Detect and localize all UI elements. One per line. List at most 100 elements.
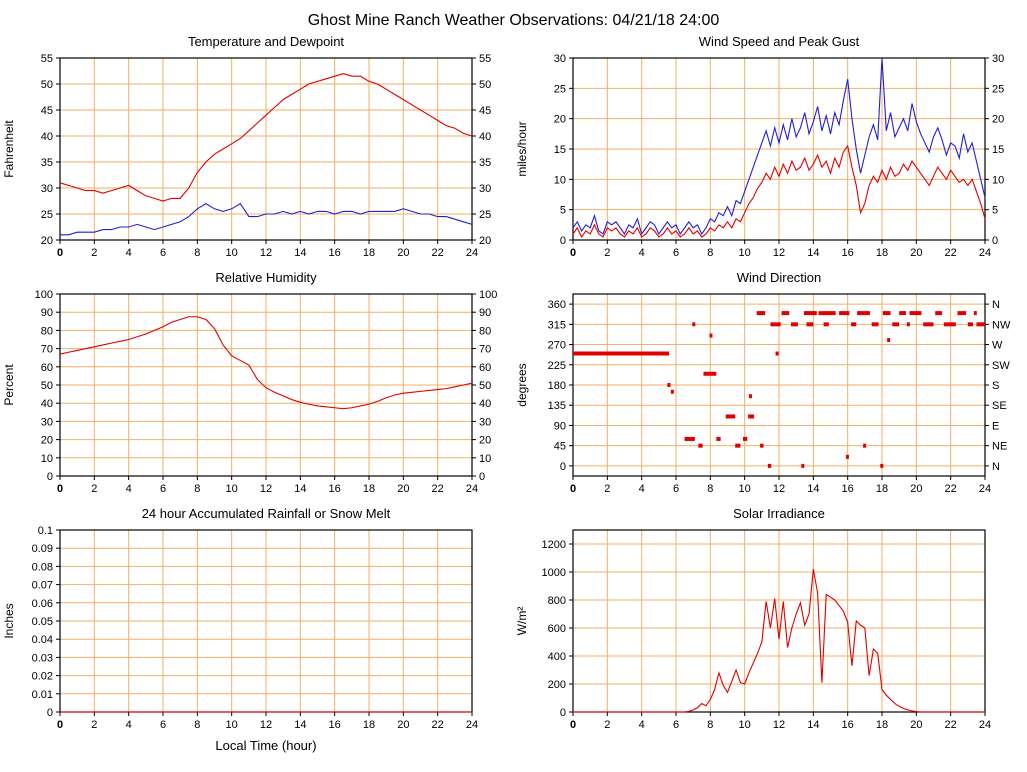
y-tick-label: 40 bbox=[41, 398, 53, 410]
x-tick-labels: 0 2 4 6 8 10 12 14 16 18 20 22 24 bbox=[570, 483, 991, 495]
chart-wind-direction: 0 2 4 6 8 10 12 14 16 18 20 22 24 0 45 90 135 180 225 270 31… bbox=[513, 268, 1026, 502]
plot-border bbox=[572, 529, 986, 713]
y-tick-label: 30 bbox=[41, 183, 53, 195]
x-tick-label: 20 bbox=[397, 247, 409, 259]
x-tick-label: 0 bbox=[57, 247, 63, 259]
right-tick-label: NE bbox=[992, 441, 1007, 453]
y-tick-label: 0.09 bbox=[32, 543, 53, 555]
right-tick-label: 50 bbox=[479, 380, 491, 392]
x-tick-label: 0 bbox=[570, 483, 576, 495]
y-axis-label: degrees bbox=[515, 363, 529, 406]
right-tick-label: 70 bbox=[479, 344, 491, 356]
right-tick-label: 30 bbox=[479, 416, 491, 428]
x-tick-label: 10 bbox=[226, 247, 238, 259]
y-tick-label: 1000 bbox=[542, 567, 566, 579]
series-wind-speed bbox=[572, 144, 986, 239]
x-tick-label: 24 bbox=[466, 483, 478, 495]
series-peak-gust bbox=[572, 57, 986, 236]
svg-rainfall: 0 2 4 6 8 10 12 14 16 18 20 22 2400.010.020.030.040.… bbox=[2, 506, 478, 753]
svg-wind-direction: 0 2 4 6 8 10 12 14 16 18 20 22 240459013518022527031… bbox=[515, 270, 1011, 495]
y-tick-label: 30 bbox=[554, 53, 566, 65]
y-tick-label: 180 bbox=[548, 380, 566, 392]
y-tick-label: 0.01 bbox=[32, 689, 53, 701]
tick-marks bbox=[56, 57, 476, 244]
x-tick-label: 2 bbox=[91, 719, 97, 731]
x-tick-label: 20 bbox=[397, 483, 409, 495]
x-tick-label: 24 bbox=[466, 247, 478, 259]
x-tick-label: 16 bbox=[329, 247, 341, 259]
x-tick-label: 8 bbox=[194, 483, 200, 495]
chart-relative-humidity: 0 2 4 6 8 10 12 14 16 18 20 22 24 0 10 20 30 40 50 60 70 80 90… bbox=[0, 268, 513, 502]
y-axis-label: miles/hour bbox=[515, 121, 529, 176]
x-tick-label: 2 bbox=[604, 719, 610, 731]
x-tick-label: 14 bbox=[807, 483, 819, 495]
y-tick-label: 55 bbox=[41, 53, 53, 65]
x-tick-label: 14 bbox=[807, 719, 819, 731]
x-tick-label: 10 bbox=[226, 483, 238, 495]
y-tick-label: 45 bbox=[554, 441, 566, 453]
right-tick-label: 80 bbox=[479, 325, 491, 337]
y-tick-label: 20 bbox=[554, 114, 566, 126]
right-tick-label: 20 bbox=[992, 114, 1004, 126]
y-tick-label: 200 bbox=[548, 679, 566, 691]
y-tick-label: 0.03 bbox=[32, 652, 53, 664]
y-tick-labels: 0 200 400 600 800 1000 1200 bbox=[542, 539, 566, 719]
y-tick-label: 0.07 bbox=[32, 580, 53, 592]
y-tick-label: 0.06 bbox=[32, 598, 53, 610]
x-tick-label: 16 bbox=[329, 719, 341, 731]
x-tick-label: 4 bbox=[126, 247, 132, 259]
y-tick-labels: 0 5 10 15 20 25 30 bbox=[554, 53, 566, 247]
x-tick-labels: 0 2 4 6 8 10 12 14 16 18 20 22 24 bbox=[570, 247, 991, 259]
x-tick-label: 6 bbox=[673, 483, 679, 495]
y-tick-label: 1200 bbox=[542, 539, 566, 551]
x-tick-label: 18 bbox=[876, 247, 888, 259]
charts-grid: 0 2 4 6 8 10 12 14 16 18 20 22 24 20 25 30 35 40 45 50 55 20 2… bbox=[0, 32, 1027, 758]
x-tick-labels: 0 2 4 6 8 10 12 14 16 18 20 22 24 bbox=[57, 247, 478, 259]
right-tick-label: N bbox=[992, 299, 1000, 311]
series-temperature bbox=[59, 73, 473, 202]
y-axis-label: Fahrenheit bbox=[2, 120, 16, 178]
y-tick-label: 0.05 bbox=[32, 616, 53, 628]
x-tick-label: 22 bbox=[945, 719, 957, 731]
y-tick-label: 25 bbox=[41, 209, 53, 221]
right-tick-label: 40 bbox=[479, 398, 491, 410]
y-tick-labels: 0 45 90 135 180 225 270 315 360 bbox=[548, 299, 566, 473]
y-tick-label: 360 bbox=[548, 299, 566, 311]
y-tick-label: 0 bbox=[47, 471, 53, 483]
series-humidity bbox=[59, 316, 473, 410]
y-tick-label: 270 bbox=[548, 340, 566, 352]
right-tick-label: 40 bbox=[479, 131, 491, 143]
x-tick-label: 16 bbox=[842, 247, 854, 259]
right-tick-label: 25 bbox=[992, 83, 1004, 95]
right-tick-label: 10 bbox=[992, 174, 1004, 186]
y-tick-label: 315 bbox=[548, 319, 566, 331]
y-tick-label: 15 bbox=[554, 144, 566, 156]
x-tick-label: 14 bbox=[294, 247, 306, 259]
right-tick-label: 60 bbox=[479, 362, 491, 374]
right-tick-labels: 0 5 10 15 20 25 30 bbox=[992, 53, 1004, 247]
gridlines bbox=[60, 58, 472, 240]
plot-border bbox=[59, 293, 473, 477]
x-tick-label: 6 bbox=[160, 719, 166, 731]
y-tick-label: 35 bbox=[41, 157, 53, 169]
chart-rainfall: 0 2 4 6 8 10 12 14 16 18 20 22 24 0 0.01 0.02 0.03 0.04 0.… bbox=[0, 504, 513, 758]
y-tick-label: 135 bbox=[548, 400, 566, 412]
x-tick-label: 12 bbox=[260, 247, 272, 259]
x-tick-label: 6 bbox=[160, 247, 166, 259]
x-tick-label: 10 bbox=[739, 719, 751, 731]
right-tick-label: 0 bbox=[992, 235, 998, 247]
gridlines bbox=[60, 530, 472, 712]
y-tick-label: 30 bbox=[41, 416, 53, 428]
gridlines bbox=[573, 530, 985, 712]
x-tick-label: 8 bbox=[707, 483, 713, 495]
right-tick-label: 90 bbox=[479, 307, 491, 319]
x-tick-label: 12 bbox=[260, 719, 272, 731]
tick-marks bbox=[569, 543, 986, 716]
y-tick-label: 0.08 bbox=[32, 561, 53, 573]
y-tick-labels: 0 0.01 0.02 0.03 0.04 0.05 0.06 0.07 0.08 0.09 0.1 bbox=[32, 525, 53, 719]
x-tick-label: 4 bbox=[126, 483, 132, 495]
x-tick-label: 8 bbox=[194, 247, 200, 259]
x-tick-labels: 0 2 4 6 8 10 12 14 16 18 20 22 24 bbox=[57, 719, 478, 731]
tick-marks bbox=[569, 303, 989, 480]
tick-marks bbox=[569, 57, 989, 244]
